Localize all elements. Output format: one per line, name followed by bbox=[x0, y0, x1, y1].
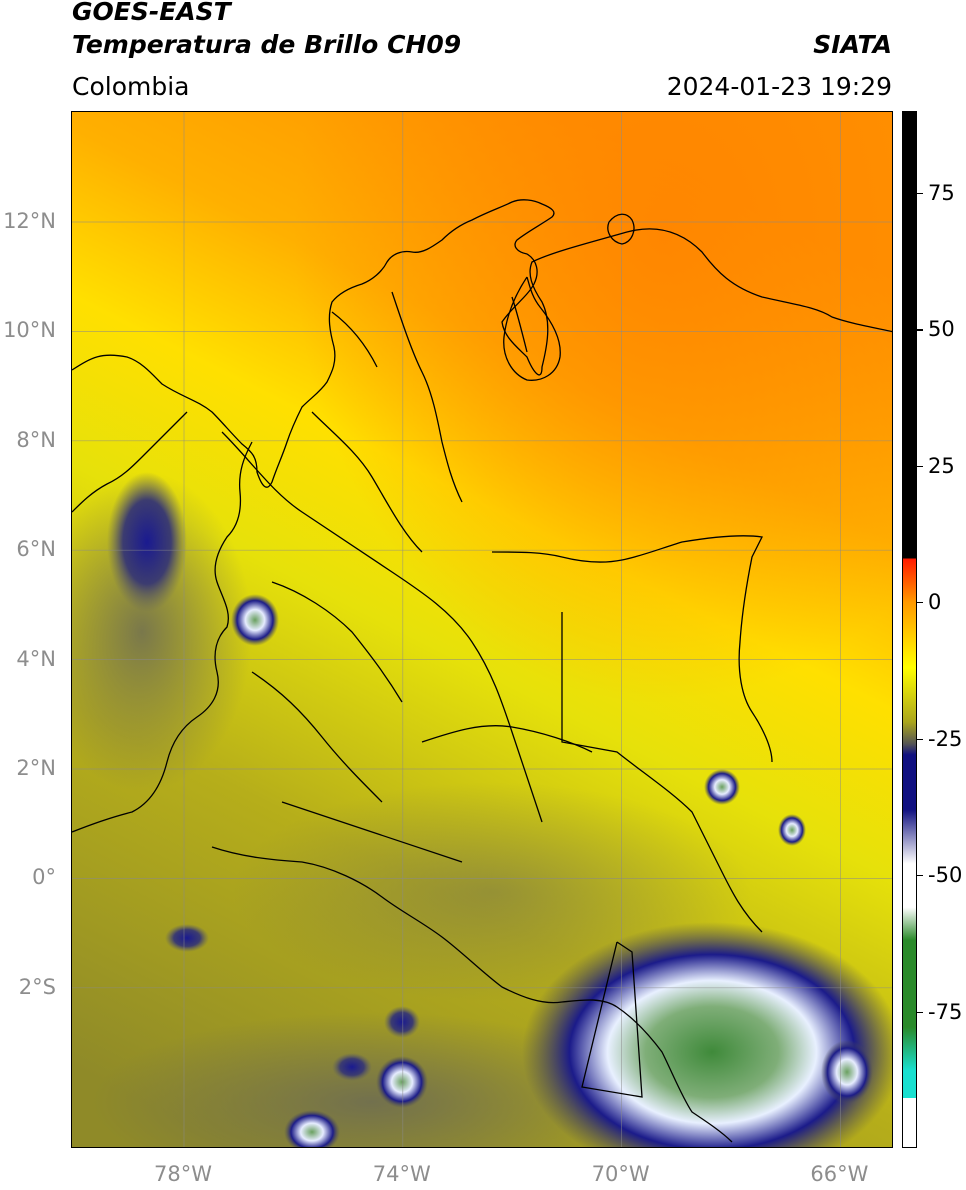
colorbar-tick-label: 0 bbox=[928, 590, 942, 615]
latitude-tick-label: 6°N bbox=[16, 537, 56, 562]
paraguana-peninsula bbox=[607, 213, 635, 245]
panama-coastline bbox=[72, 411, 188, 513]
colorbar-tick-label: -25 bbox=[928, 726, 963, 751]
department-border-2 bbox=[311, 411, 423, 553]
coastlines-and-borders bbox=[72, 199, 892, 1143]
caribbean-coastline bbox=[72, 199, 892, 488]
colorbar-tick-mark bbox=[917, 192, 923, 195]
longitude-tick-label: 74°W bbox=[372, 1162, 431, 1186]
colorbar-tick-mark bbox=[917, 738, 923, 740]
colorbar-tick-label: -50 bbox=[928, 863, 963, 888]
department-border-8 bbox=[281, 801, 463, 863]
latitude-tick-label: 4°N bbox=[16, 646, 56, 671]
storm-cell-pacific bbox=[107, 472, 187, 612]
pacific-coastline bbox=[72, 441, 253, 833]
storm-cell-southeast bbox=[821, 1040, 873, 1104]
map-canvas bbox=[72, 112, 892, 1147]
storm-cell-east-1 bbox=[704, 769, 740, 805]
department-border-3 bbox=[271, 581, 403, 703]
storm-cell-south-3 bbox=[384, 1006, 420, 1038]
storm-cell-south-2 bbox=[284, 1110, 340, 1147]
latitude-tick-label: 2°S bbox=[18, 974, 56, 999]
colorbar-tick-label: 75 bbox=[928, 180, 955, 205]
organization-label: SIATA bbox=[813, 30, 892, 59]
department-border-1 bbox=[221, 431, 543, 823]
map-title-line2: Temperatura de Brillo CH09 bbox=[72, 30, 462, 59]
colorbar-tick-label: 50 bbox=[928, 317, 955, 342]
storm-cell-south-1 bbox=[376, 1056, 428, 1108]
longitude-tick-label: 78°W bbox=[154, 1162, 212, 1186]
latitude-tick-label: 12°N bbox=[3, 209, 56, 233]
cloud-haze-south bbox=[92, 1012, 652, 1147]
timestamp-label: 2024-01-23 19:29 bbox=[666, 72, 892, 101]
longitude-tick-label: 70°W bbox=[591, 1162, 650, 1186]
colorbar bbox=[902, 111, 917, 1148]
internal-border-east bbox=[561, 612, 763, 933]
department-border-7 bbox=[421, 725, 593, 753]
eastern-border bbox=[491, 535, 773, 763]
storm-cell-south-4 bbox=[332, 1053, 372, 1081]
latitude-tick-label: 10°N bbox=[3, 318, 56, 343]
southern-border bbox=[211, 846, 733, 1143]
maracaibo-lake bbox=[503, 276, 561, 381]
region-label: Colombia bbox=[72, 72, 190, 101]
colorbar-tick-mark bbox=[917, 602, 923, 604]
longitude-tick-label: 66°W bbox=[810, 1162, 869, 1186]
colorbar-tick-label: -75 bbox=[928, 999, 963, 1024]
graticule bbox=[72, 112, 892, 1147]
storm-cell-east-2 bbox=[778, 814, 806, 846]
colorbar-tick-mark bbox=[917, 875, 923, 877]
latitude-tick-label: 2°N bbox=[16, 756, 56, 780]
storm-cell-choco bbox=[231, 594, 279, 646]
colorbar-tick-label: 25 bbox=[928, 453, 955, 478]
colorbar-tick-mark bbox=[917, 1011, 923, 1013]
colorbar-tick-mark bbox=[917, 465, 923, 467]
tri-border-lines bbox=[581, 941, 643, 1098]
latitude-tick-label: 0° bbox=[32, 865, 56, 890]
storm-complex-amazon bbox=[522, 922, 892, 1147]
latitude-tick-label: 8°N bbox=[16, 427, 56, 452]
colorbar-tick-mark bbox=[917, 329, 923, 331]
satellite-map bbox=[71, 111, 893, 1148]
storm-cell-ecuador bbox=[165, 924, 209, 952]
map-title-line1: GOES-EAST bbox=[72, 0, 231, 26]
department-border-5 bbox=[331, 311, 378, 368]
department-border-6 bbox=[251, 671, 383, 803]
department-border-4 bbox=[391, 291, 463, 503]
